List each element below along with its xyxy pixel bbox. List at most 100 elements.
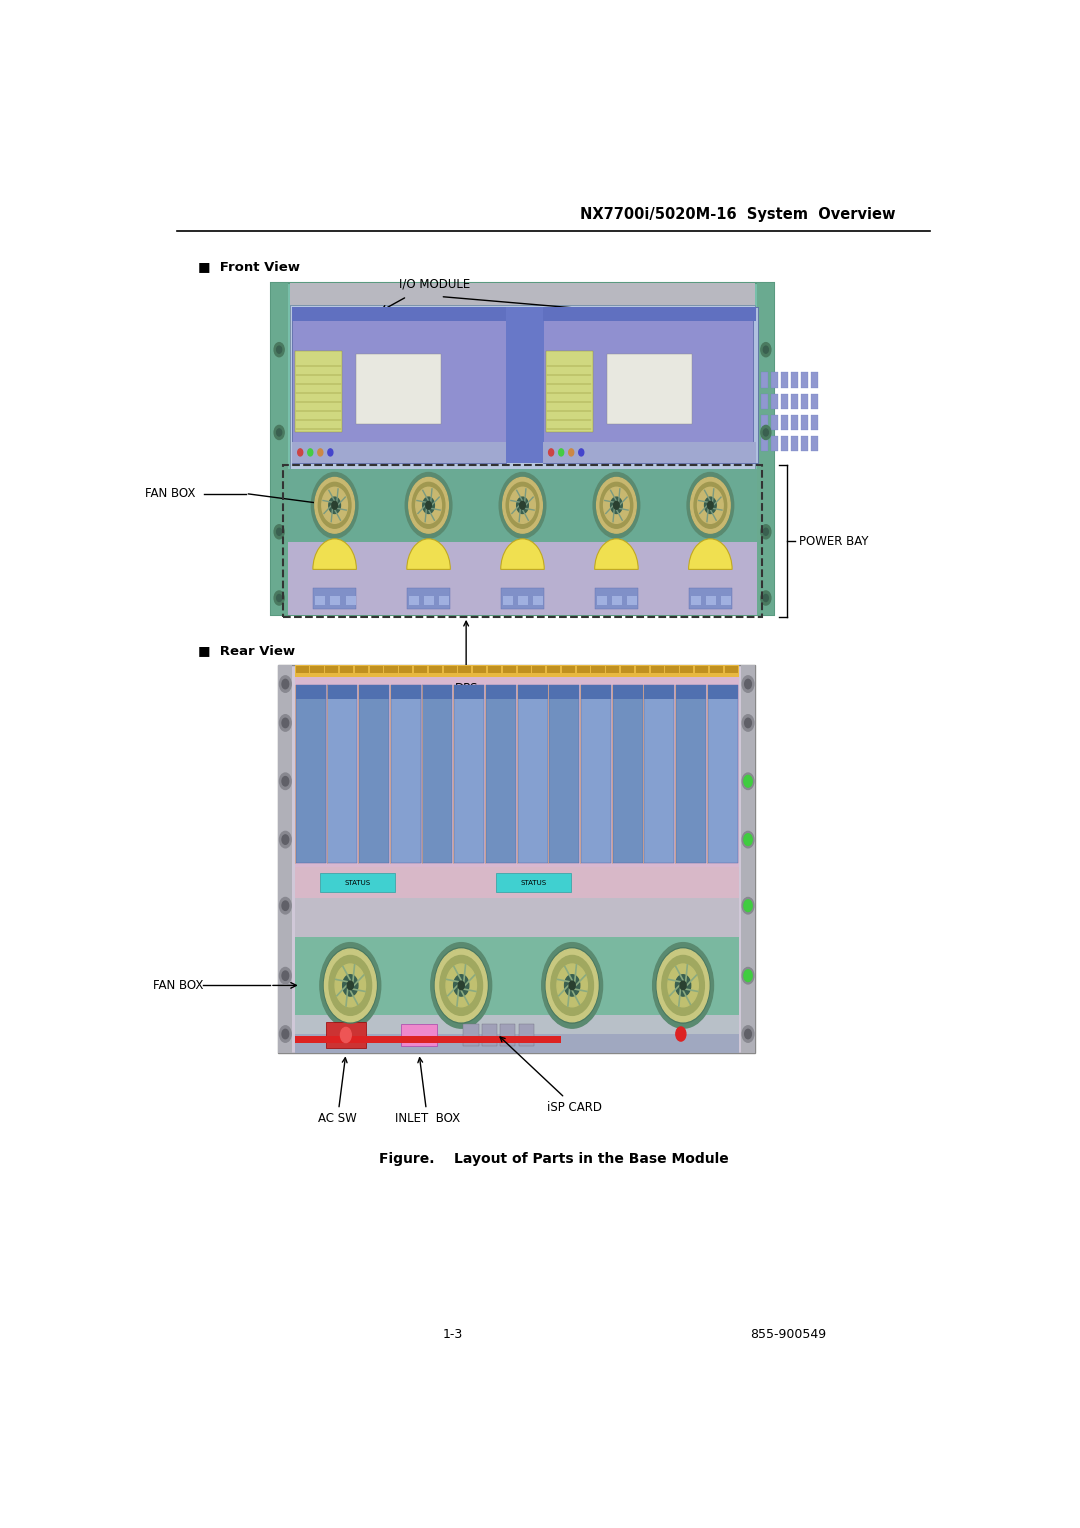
Wedge shape: [407, 539, 450, 570]
Bar: [534, 596, 543, 605]
Wedge shape: [313, 539, 356, 570]
Circle shape: [764, 429, 768, 435]
Bar: [402, 1024, 436, 1045]
Circle shape: [276, 529, 282, 535]
Bar: [310, 666, 324, 674]
Bar: [400, 666, 413, 674]
Bar: [295, 866, 739, 937]
Bar: [676, 686, 706, 700]
Circle shape: [690, 477, 730, 533]
Bar: [518, 596, 528, 605]
Bar: [606, 666, 620, 674]
Bar: [781, 394, 788, 410]
Bar: [550, 686, 579, 700]
Bar: [760, 394, 768, 410]
Bar: [721, 596, 731, 605]
Circle shape: [675, 975, 691, 996]
Wedge shape: [689, 539, 732, 570]
Circle shape: [698, 487, 724, 523]
Circle shape: [280, 897, 292, 914]
Circle shape: [280, 773, 292, 790]
Circle shape: [707, 501, 713, 509]
Circle shape: [502, 477, 542, 533]
Bar: [414, 666, 427, 674]
Bar: [548, 666, 561, 674]
Bar: [356, 354, 442, 423]
Bar: [295, 937, 739, 1034]
Bar: [355, 666, 368, 674]
Circle shape: [446, 964, 476, 1007]
Bar: [680, 666, 693, 674]
Bar: [496, 872, 571, 892]
Bar: [463, 1024, 478, 1045]
Bar: [689, 588, 732, 608]
Bar: [502, 666, 516, 674]
Circle shape: [335, 964, 365, 1007]
Circle shape: [408, 477, 448, 533]
Circle shape: [569, 981, 576, 990]
Bar: [612, 686, 643, 863]
Bar: [488, 666, 501, 674]
Bar: [781, 435, 788, 451]
Bar: [577, 666, 590, 674]
Bar: [543, 307, 756, 463]
Bar: [287, 469, 757, 542]
Bar: [757, 284, 774, 614]
Text: I/O MODULE: I/O MODULE: [399, 278, 470, 290]
Circle shape: [340, 1027, 351, 1042]
Bar: [707, 686, 738, 863]
Circle shape: [319, 483, 351, 529]
Circle shape: [276, 594, 282, 602]
Circle shape: [542, 943, 603, 1028]
Circle shape: [276, 347, 282, 353]
Circle shape: [545, 947, 599, 1024]
Circle shape: [322, 487, 348, 523]
Bar: [369, 666, 382, 674]
Bar: [384, 666, 397, 674]
Bar: [295, 665, 739, 866]
Bar: [811, 414, 819, 429]
Circle shape: [405, 472, 451, 538]
Circle shape: [742, 831, 754, 848]
Bar: [295, 665, 739, 677]
Bar: [791, 394, 798, 410]
Circle shape: [332, 501, 337, 509]
Bar: [517, 686, 548, 700]
Circle shape: [546, 949, 598, 1022]
Bar: [313, 588, 356, 608]
Circle shape: [742, 967, 754, 984]
Circle shape: [742, 773, 754, 790]
Bar: [562, 666, 575, 674]
Bar: [500, 1024, 515, 1045]
Circle shape: [687, 472, 733, 538]
Text: STATUS: STATUS: [521, 880, 546, 886]
Bar: [296, 686, 326, 700]
Text: AC SW: AC SW: [319, 1057, 356, 1125]
Circle shape: [610, 497, 622, 513]
Bar: [486, 686, 516, 863]
Circle shape: [280, 1025, 292, 1042]
Bar: [296, 666, 309, 674]
Bar: [607, 354, 692, 423]
Circle shape: [516, 497, 528, 513]
Bar: [771, 394, 779, 410]
Bar: [696, 666, 708, 674]
Bar: [407, 588, 450, 608]
Bar: [295, 866, 739, 898]
Bar: [295, 1015, 739, 1053]
Circle shape: [282, 680, 288, 689]
Bar: [725, 666, 738, 674]
Bar: [801, 414, 809, 429]
Bar: [595, 588, 638, 608]
Bar: [503, 596, 513, 605]
Bar: [621, 666, 634, 674]
Circle shape: [308, 449, 313, 455]
Circle shape: [676, 1027, 686, 1041]
Bar: [581, 686, 611, 700]
Wedge shape: [595, 539, 638, 570]
Bar: [486, 686, 516, 700]
Circle shape: [680, 981, 686, 990]
Bar: [346, 596, 355, 605]
Bar: [811, 373, 819, 388]
Circle shape: [416, 487, 442, 523]
